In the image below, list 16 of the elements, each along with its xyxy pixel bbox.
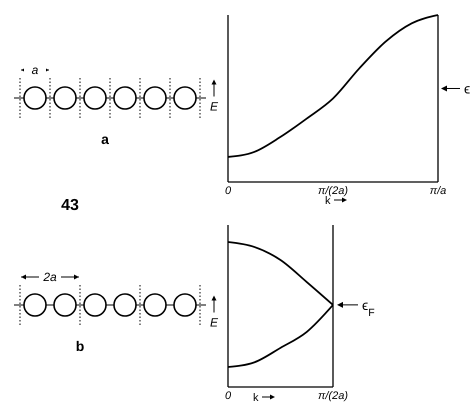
x-tick-label: 0 (224, 390, 232, 402)
atom-chain-picture: a (14, 63, 206, 118)
text: a (101, 131, 110, 147)
text: b (76, 338, 84, 354)
y-axis-title: E (210, 316, 219, 330)
x-axis-title: k (253, 392, 259, 403)
x-axis-title: k (325, 195, 331, 207)
x-tick-label: π/(2a) (318, 185, 348, 197)
text: 43 (61, 197, 79, 214)
text: ϵ (464, 80, 470, 96)
annotation: ϵ$_{F}$ (362, 296, 375, 319)
y-axis-title: E (210, 100, 219, 114)
x-tick-label: 0 (224, 185, 232, 197)
x-tick-label: π/a (430, 185, 446, 197)
x-tick-label: π/(2a) (318, 390, 348, 402)
atom-chain-picture: 2a (14, 270, 206, 326)
